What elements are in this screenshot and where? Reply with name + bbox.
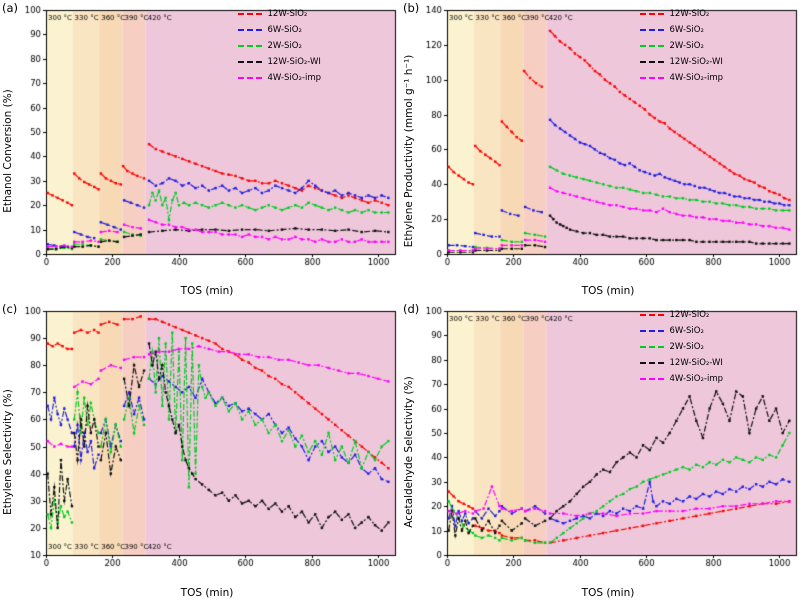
legend-line-sample (237, 12, 262, 15)
legend-line-sample (639, 345, 664, 348)
panel-b-legend: 12W-SiO₂ 6W-SiO₂ 2W-SiO₂ 12W-SiO₂-WI 4W-SiO₂… (639, 7, 724, 84)
panel-c: (c) Ethylene Selectivity (%) TOS (min) (0, 301, 401, 603)
legend-item-12W-SiO2: 12W-SiO₂ (639, 7, 724, 20)
legend-label: 2W-SiO₂ (669, 40, 704, 51)
legend-item-12W-SiO2-WI: 12W-SiO₂-WI (237, 55, 322, 68)
panel-a-letter: (a) (2, 1, 19, 15)
panel-a-ylabel: Ethanol Conversion (%) (2, 88, 14, 213)
legend-label: 6W-SiO₂ (267, 24, 302, 35)
legend-line-sample (639, 12, 664, 15)
legend-line-sample (639, 313, 664, 316)
panel-d: (d) Acetaldehyde Selectivity (%) TOS (mi… (401, 301, 803, 603)
panel-a-legend: 12W-SiO₂ 6W-SiO₂ 2W-SiO₂ 12W-SiO₂-WI 4W-SiO₂… (237, 7, 322, 84)
panel-c-letter: (c) (2, 302, 18, 316)
legend-label: 6W-SiO₂ (669, 24, 704, 35)
panel-c-ylabel: Ethylene Selectivity (%) (2, 389, 14, 515)
panel-b: (b) Ethylene Productivity (mmol g⁻¹ h⁻¹)… (401, 0, 803, 301)
legend-item-12W-SiO2-WI: 12W-SiO₂-WI (639, 55, 724, 68)
legend-item-4W-SiO2-imp: 4W-SiO₂-imp (639, 71, 724, 84)
panel-d-legend: 12W-SiO₂ 6W-SiO₂ 2W-SiO₂ 12W-SiO₂-WI 4W-SiO₂… (639, 308, 724, 385)
legend-line-sample (237, 28, 262, 31)
legend-line-sample (639, 76, 664, 79)
panel-d-plot (414, 301, 802, 579)
legend-line-sample (639, 44, 664, 47)
panel-b-ylabel: Ethylene Productivity (mmol g⁻¹ h⁻¹) (403, 54, 415, 247)
panel-c-xlabel: TOS (min) (180, 587, 234, 599)
legend-item-12W-SiO2: 12W-SiO₂ (639, 308, 724, 321)
legend-line-sample (639, 377, 664, 380)
panel-a-xlabel: TOS (min) (180, 285, 234, 297)
legend-label: 12W-SiO₂ (669, 8, 710, 19)
panel-b-letter: (b) (403, 1, 420, 15)
legend-item-2W-SiO2: 2W-SiO₂ (237, 39, 322, 52)
legend-item-6W-SiO2: 6W-SiO₂ (639, 324, 724, 337)
legend-line-sample (639, 329, 664, 332)
legend-label: 6W-SiO₂ (669, 325, 704, 336)
legend-line-sample (237, 44, 262, 47)
legend-label: 4W-SiO₂-imp (669, 72, 724, 83)
legend-line-sample (639, 28, 664, 31)
legend-item-2W-SiO2: 2W-SiO₂ (639, 39, 724, 52)
legend-item-6W-SiO2: 6W-SiO₂ (639, 23, 724, 36)
panel-d-xlabel: TOS (min) (581, 587, 635, 599)
legend-label: 12W-SiO₂ (669, 309, 710, 320)
legend-item-2W-SiO2: 2W-SiO₂ (639, 340, 724, 353)
legend-item-4W-SiO2-imp: 4W-SiO₂-imp (237, 71, 322, 84)
panel-d-ylabel: Acetaldehyde Selectivity (%) (403, 376, 415, 528)
panel-a: (a) Ethanol Conversion (%) TOS (min) 12W… (0, 0, 401, 301)
panel-d-letter: (d) (403, 302, 420, 316)
legend-label: 4W-SiO₂-imp (267, 72, 322, 83)
legend-line-sample (237, 60, 262, 63)
legend-line-sample (639, 361, 664, 364)
panel-a-plot (13, 0, 401, 278)
legend-label: 12W-SiO₂-WI (669, 56, 723, 67)
legend-item-6W-SiO2: 6W-SiO₂ (237, 23, 322, 36)
legend-label: 2W-SiO₂ (267, 40, 302, 51)
legend-label: 12W-SiO₂-WI (669, 357, 723, 368)
panel-b-xlabel: TOS (min) (581, 285, 635, 297)
panel-c-plot (13, 301, 401, 579)
legend-label: 12W-SiO₂-WI (267, 56, 321, 67)
legend-item-4W-SiO2-imp: 4W-SiO₂-imp (639, 372, 724, 385)
legend-label: 4W-SiO₂-imp (669, 373, 724, 384)
legend-line-sample (639, 60, 664, 63)
legend-label: 12W-SiO₂ (267, 8, 308, 19)
legend-label: 2W-SiO₂ (669, 341, 704, 352)
legend-line-sample (237, 76, 262, 79)
legend-item-12W-SiO2-WI: 12W-SiO₂-WI (639, 356, 724, 369)
panel-b-plot (414, 0, 802, 278)
legend-item-12W-SiO2: 12W-SiO₂ (237, 7, 322, 20)
